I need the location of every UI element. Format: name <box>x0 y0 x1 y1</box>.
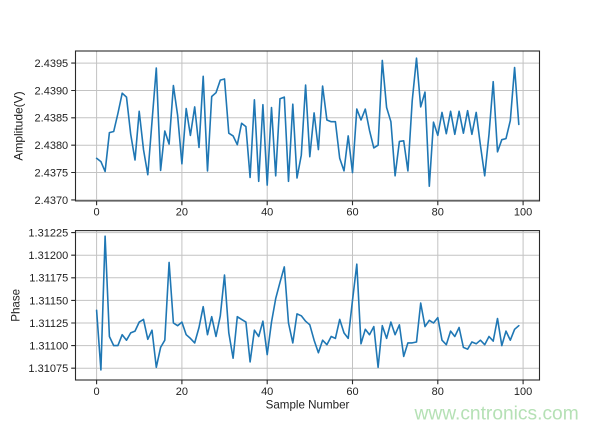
svg-text:80: 80 <box>432 386 444 398</box>
svg-text:0: 0 <box>94 206 100 218</box>
svg-text:1.31150: 1.31150 <box>29 295 68 307</box>
svg-text:2.4375: 2.4375 <box>35 167 69 179</box>
svg-text:40: 40 <box>261 206 273 218</box>
svg-text:1.31125: 1.31125 <box>29 318 68 330</box>
svg-text:1.31100: 1.31100 <box>29 341 68 353</box>
svg-text:80: 80 <box>432 206 444 218</box>
svg-text:60: 60 <box>346 206 358 218</box>
svg-text:0: 0 <box>94 386 100 398</box>
svg-text:1.31200: 1.31200 <box>28 250 68 262</box>
svg-text:www.cntronics.com: www.cntronics.com <box>414 404 579 425</box>
svg-text:100: 100 <box>514 206 532 218</box>
svg-text:Sample Number: Sample Number <box>266 398 350 411</box>
svg-text:2.4390: 2.4390 <box>35 85 69 97</box>
svg-text:1.31175: 1.31175 <box>29 273 68 285</box>
svg-text:Phase: Phase <box>10 289 23 322</box>
svg-text:1.31075: 1.31075 <box>28 363 68 375</box>
svg-text:2.4380: 2.4380 <box>35 140 69 152</box>
svg-text:2.4395: 2.4395 <box>35 58 69 70</box>
svg-text:2.4385: 2.4385 <box>35 113 69 125</box>
svg-text:20: 20 <box>176 386 188 398</box>
svg-text:20: 20 <box>176 206 188 218</box>
svg-text:Amplitude(V): Amplitude(V) <box>12 91 26 160</box>
svg-text:100: 100 <box>514 386 532 398</box>
svg-text:60: 60 <box>346 386 358 398</box>
svg-text:2.4370: 2.4370 <box>35 195 69 207</box>
svg-text:1.31225: 1.31225 <box>28 228 68 240</box>
svg-text:40: 40 <box>261 386 273 398</box>
